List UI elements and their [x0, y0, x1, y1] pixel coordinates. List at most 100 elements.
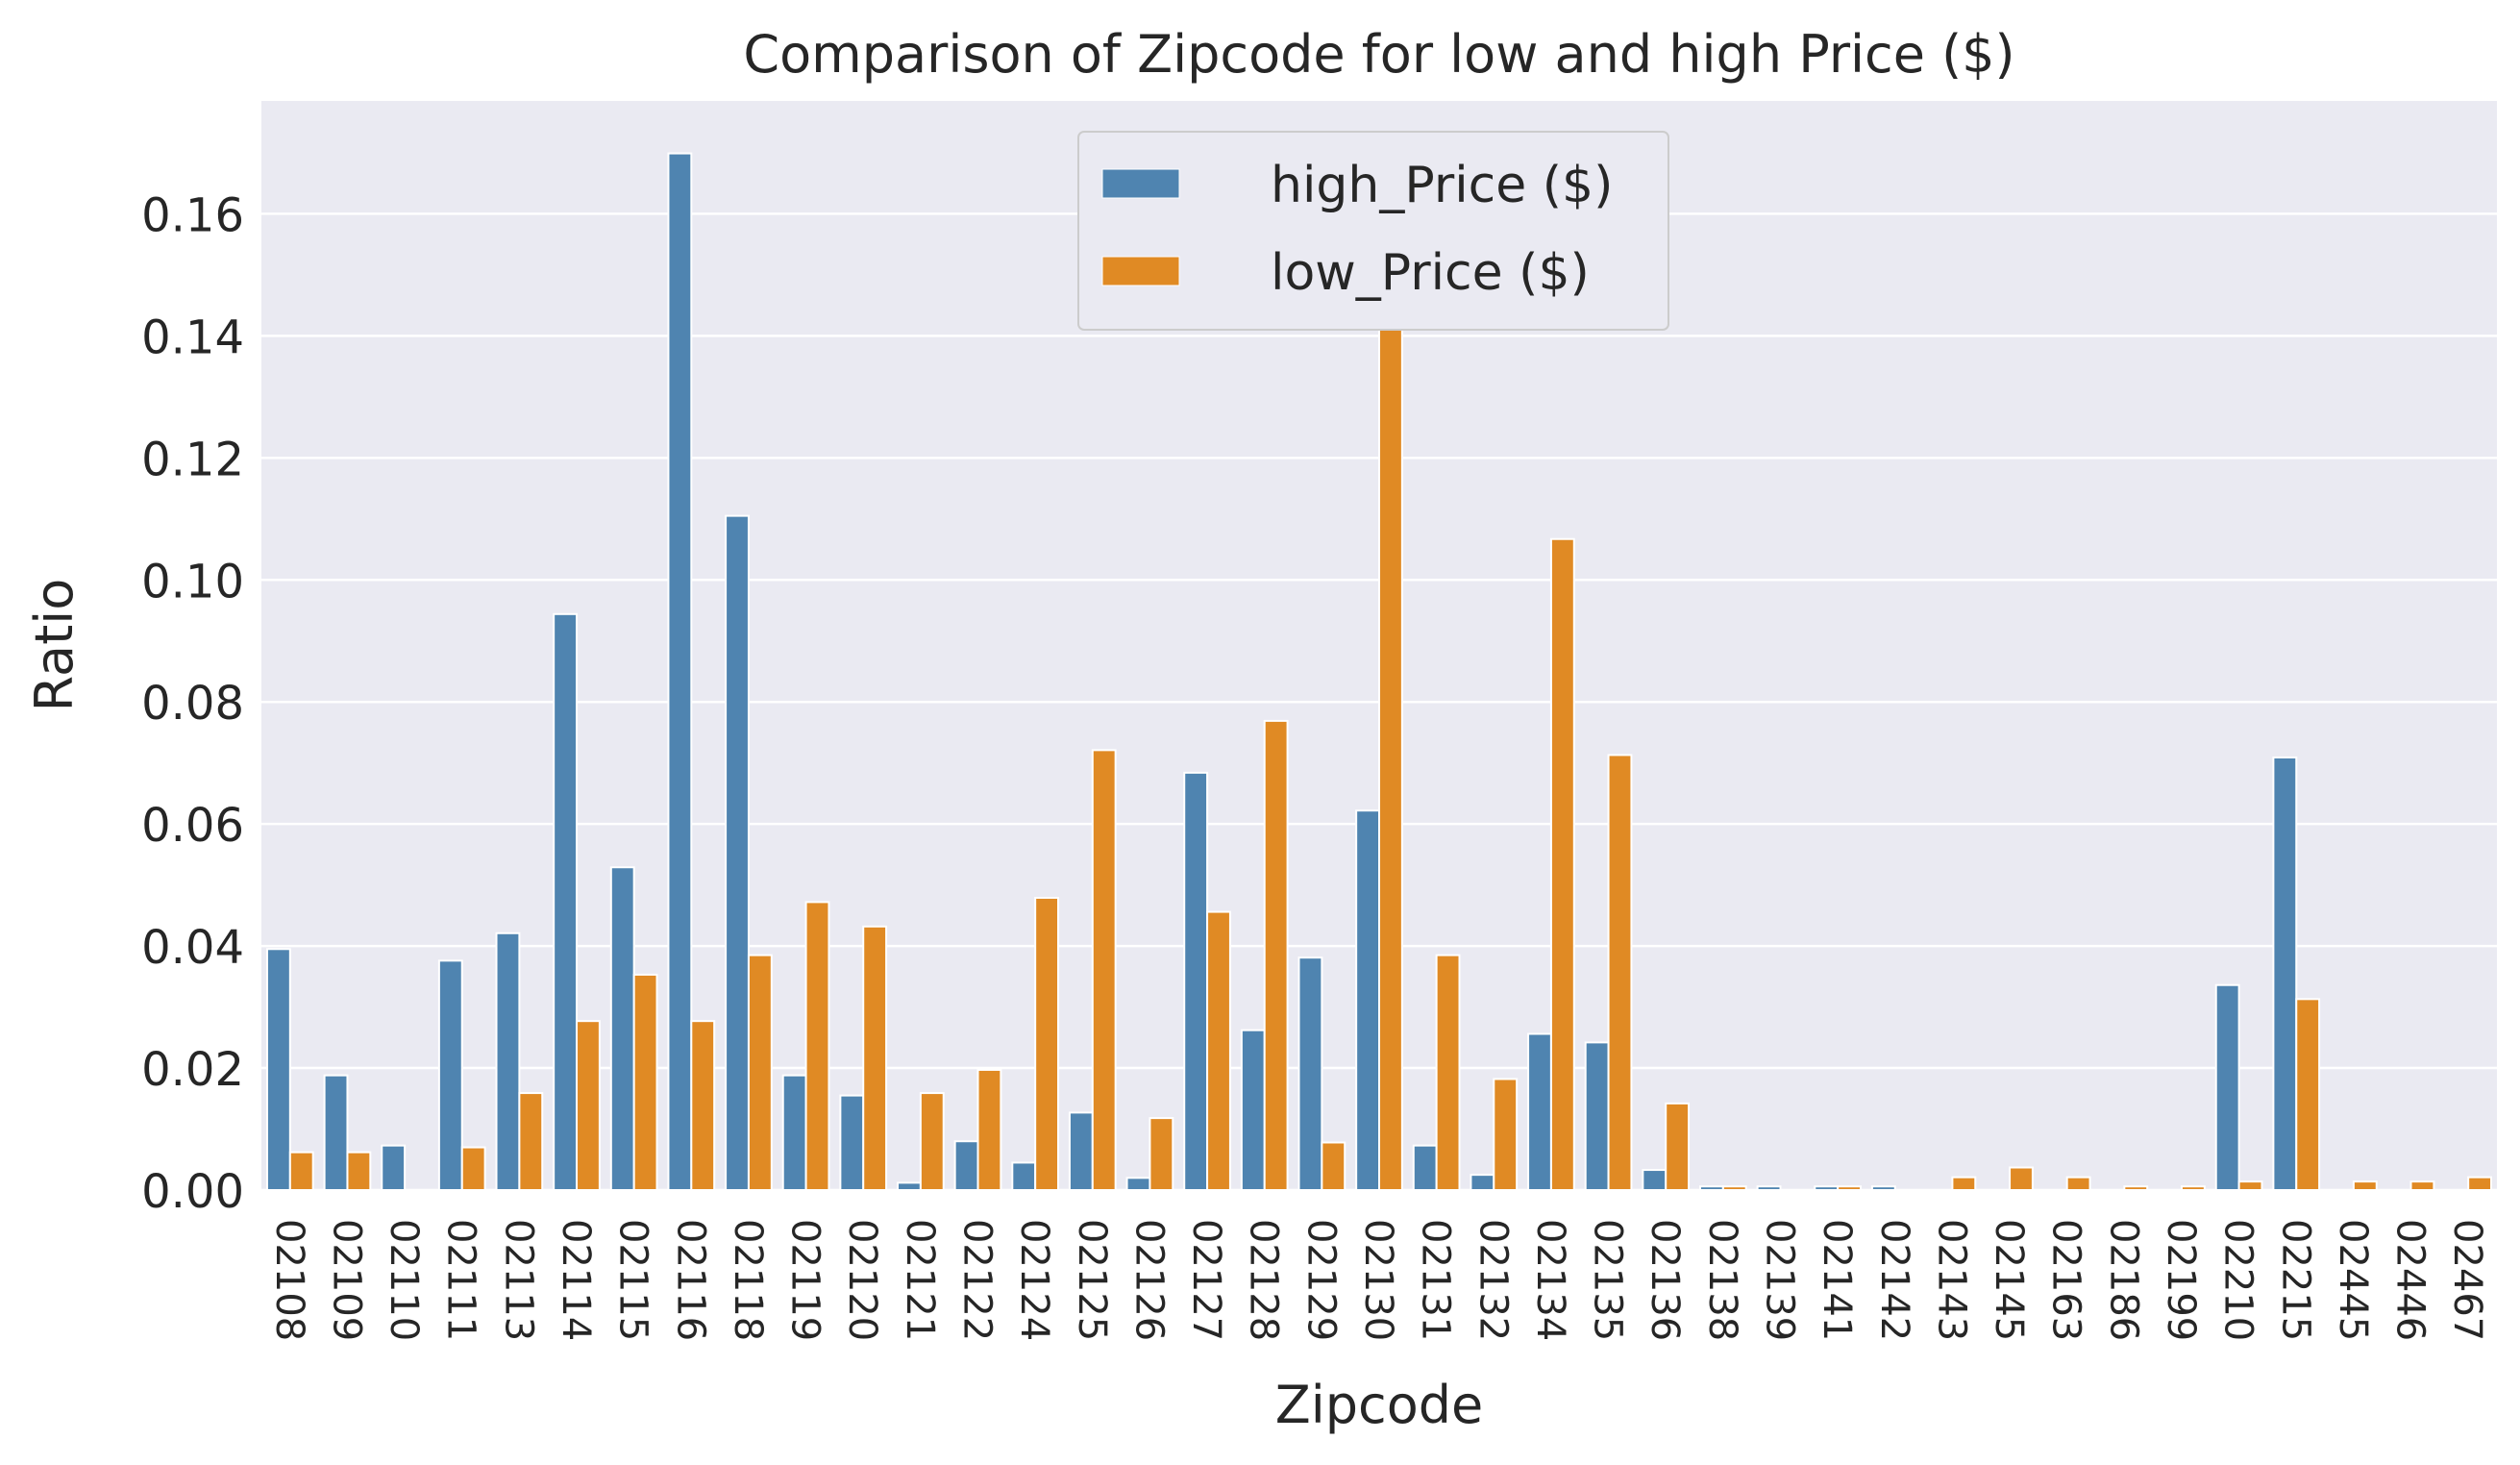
bar-low-price-02446: [2409, 1180, 2435, 1192]
x-tick-label: 02210: [2216, 1219, 2261, 1341]
bar-high-price-02129: [1297, 956, 1323, 1191]
x-tick-label: 02120: [840, 1219, 884, 1341]
x-tick-label: 02134: [1528, 1219, 1572, 1341]
bar-low-price-02199: [2180, 1185, 2206, 1192]
bar-high-price-02121: [897, 1181, 922, 1191]
legend-label-high-price: high_Price ($): [1271, 157, 1613, 214]
bar-low-price-02125: [1091, 749, 1117, 1191]
x-tick-label: 02135: [1586, 1219, 1630, 1341]
bar-high-price-02141: [1814, 1185, 1840, 1192]
bar-high-price-02215: [2272, 756, 2298, 1192]
y-tick-label: 0.06: [141, 799, 244, 853]
x-tick-label: 02131: [1414, 1219, 1458, 1341]
x-tick-label: 02114: [554, 1219, 598, 1341]
bar-low-price-02210: [2237, 1180, 2263, 1192]
y-tick-label: 0.14: [141, 310, 244, 364]
bar-high-price-02109: [323, 1074, 349, 1192]
x-tick-label: 02199: [2159, 1219, 2203, 1341]
bar-low-price-02122: [976, 1068, 1002, 1191]
bar-low-price-02121: [919, 1092, 945, 1191]
bar-high-price-02128: [1240, 1029, 1266, 1191]
y-tick-label: 0.10: [141, 555, 244, 608]
y-tick-label: 0.00: [141, 1165, 244, 1219]
bar-high-price-02130: [1355, 809, 1380, 1191]
bar-high-price-02116: [667, 152, 693, 1191]
x-tick-label: 02142: [1872, 1219, 1916, 1341]
x-tick-label: 02143: [1929, 1219, 1973, 1341]
bar-high-price-02113: [495, 931, 521, 1191]
x-tick-label: 02111: [439, 1219, 483, 1341]
legend-swatch-high-price: [1101, 168, 1180, 199]
bar-low-price-02111: [460, 1146, 486, 1191]
bar-low-price-02124: [1034, 896, 1060, 1191]
x-tick-label: 02118: [726, 1219, 770, 1341]
bar-high-price-02127: [1183, 771, 1209, 1192]
x-tick-label: 02115: [611, 1219, 655, 1341]
bar-low-price-02136: [1665, 1102, 1691, 1192]
bar-high-price-02108: [265, 948, 291, 1191]
x-tick-label: 02446: [2388, 1219, 2433, 1341]
bar-high-price-02110: [381, 1144, 407, 1192]
bar-low-price-02120: [862, 925, 888, 1192]
bar-high-price-02132: [1470, 1174, 1495, 1191]
y-axis-label: Ratio: [24, 579, 85, 712]
bar-low-price-02467: [2467, 1176, 2493, 1191]
x-tick-label: 02128: [1242, 1219, 1286, 1341]
bar-low-price-02143: [1951, 1176, 1977, 1191]
bar-low-price-02135: [1607, 754, 1633, 1192]
bar-low-price-02128: [1263, 719, 1289, 1191]
y-tick-label: 0.02: [141, 1043, 244, 1097]
bar-low-price-02119: [804, 901, 830, 1191]
x-tick-label: 02215: [2273, 1219, 2317, 1341]
bar-low-price-02113: [518, 1092, 544, 1191]
bar-high-price-02142: [1870, 1185, 1896, 1192]
x-tick-label: 02132: [1470, 1219, 1515, 1341]
y-tick-label: 0.12: [141, 433, 244, 486]
bar-high-price-02134: [1527, 1032, 1552, 1192]
x-tick-label: 02139: [1757, 1219, 1801, 1341]
x-tick-label: 02129: [1298, 1219, 1343, 1341]
x-tick-label: 02122: [955, 1219, 1000, 1341]
bar-low-price-02134: [1549, 537, 1575, 1191]
x-tick-label: 02141: [1815, 1219, 1859, 1341]
x-tick-label: 02124: [1012, 1219, 1056, 1341]
bar-low-price-02115: [632, 973, 658, 1192]
bar-high-price-02111: [437, 959, 463, 1191]
legend-swatch-low-price: [1101, 256, 1180, 286]
bar-high-price-02114: [553, 612, 579, 1191]
bar-high-price-02119: [781, 1074, 807, 1192]
bar-low-price-02138: [1721, 1185, 1747, 1192]
x-tick-label: 02110: [382, 1219, 426, 1341]
x-tick-label: 02119: [783, 1219, 828, 1341]
x-tick-label: 02121: [898, 1219, 942, 1341]
bar-low-price-02131: [1435, 954, 1461, 1191]
x-tick-labels: 02108 02109 02110 02111 02113 02114 02115 02116…: [267, 1219, 2489, 1341]
bar-low-price-02445: [2352, 1180, 2378, 1192]
legend-label-low-price: low_Price ($): [1271, 244, 1590, 302]
x-tick-label: 02445: [2331, 1219, 2375, 1341]
chart-title: Comparison of Zipcode for low and high P…: [743, 24, 2014, 85]
y-tick-label: 0.16: [141, 188, 244, 242]
x-tick-label: 02186: [2101, 1219, 2145, 1341]
bar-high-price-02125: [1068, 1111, 1094, 1191]
bar-high-price-02139: [1756, 1185, 1782, 1192]
legend: high_Price ($) low_Price ($): [1077, 131, 1669, 331]
x-tick-label: 02109: [324, 1219, 368, 1341]
bar-low-price-02118: [747, 954, 773, 1191]
bar-high-price-02210: [2214, 983, 2240, 1191]
bar-low-price-02132: [1493, 1078, 1519, 1191]
x-tick-label: 02116: [668, 1219, 712, 1341]
bar-low-price-02186: [2123, 1185, 2149, 1192]
bar-high-price-02135: [1584, 1041, 1610, 1192]
bar-low-price-02116: [690, 1020, 716, 1191]
bar-low-price-02126: [1149, 1117, 1174, 1192]
x-tick-label: 02136: [1643, 1219, 1687, 1341]
bar-low-price-02141: [1837, 1185, 1862, 1192]
x-tick-label: 02127: [1184, 1219, 1228, 1341]
x-axis-label: Zipcode: [1275, 1375, 1484, 1435]
bar-high-price-02115: [609, 866, 635, 1191]
x-tick-label: 02113: [496, 1219, 540, 1341]
x-tick-label: 02130: [1356, 1219, 1400, 1341]
y-tick-labels: 0.00 0.02 0.04 0.06 0.08 0.10 0.12 0.14 0.16: [141, 188, 244, 1219]
